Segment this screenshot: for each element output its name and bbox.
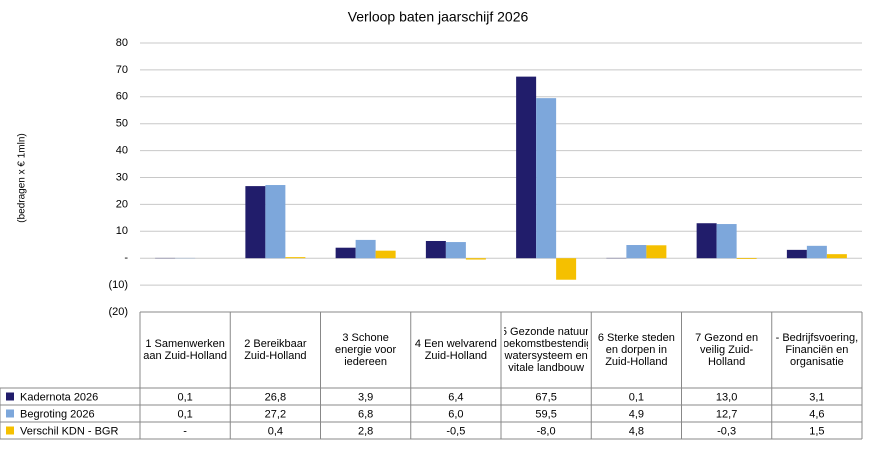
value-label: 1,5: [809, 425, 824, 437]
bar: [285, 257, 305, 258]
chart-title: Verloop baten jaarschijf 2026: [348, 9, 529, 25]
value-label: 4,8: [629, 425, 644, 437]
value-label: 0,1: [629, 391, 644, 403]
y-tick-label: (20): [108, 306, 128, 318]
value-label: -0,3: [717, 425, 736, 437]
category-cell: 7 Gezond en veilig Zuid-Holland: [685, 312, 769, 388]
category-cell: 3 Schone energie voor iedereen: [324, 312, 408, 388]
bar: [697, 223, 717, 258]
y-tick-label: (10): [108, 279, 128, 291]
x-tick-label: 1 Samenwerken aan Zuid-Holland: [143, 312, 227, 388]
value-label: 3,1: [809, 391, 824, 403]
bar: [466, 258, 486, 259]
x-tick-label: 7 Gezond en veilig Zuid-Holland: [685, 312, 769, 388]
value-label: 6,8: [358, 408, 373, 420]
bar: [245, 186, 265, 258]
legend-swatch: [6, 393, 14, 401]
y-tick-label: -: [124, 252, 128, 264]
legend-label: Verschil KDN - BGR: [20, 425, 118, 437]
y-tick-label: 50: [116, 118, 128, 130]
bar: [336, 248, 356, 258]
bar: [827, 254, 847, 258]
y-tick-label: 60: [116, 91, 128, 103]
bar: [646, 245, 666, 258]
legend-label: Begroting 2026: [20, 408, 95, 420]
value-label: 4,6: [809, 408, 824, 420]
x-tick-label: 6 Sterke steden en dorpen in Zuid-Hollan…: [594, 312, 678, 388]
x-tick-label: 3 Schone energie voor iedereen: [324, 312, 408, 388]
bar: [626, 245, 646, 258]
x-tick-label: - Bedrijfsvoering, Financiën en organisa…: [775, 312, 859, 388]
value-label: 13,0: [716, 391, 737, 403]
bar: [717, 224, 737, 258]
value-label: 26,8: [265, 391, 286, 403]
value-label: 59,5: [535, 408, 556, 420]
x-tick-label: 5 Gezonde natuur, toekomstbestendig wate…: [504, 312, 588, 388]
category-cell: 4 Een welvarend Zuid-Holland: [414, 312, 498, 388]
value-label: 2,8: [358, 425, 373, 437]
value-label: -0,5: [446, 425, 465, 437]
value-label: 0,1: [177, 408, 192, 420]
y-axis-label: (bedragen x € 1mln): [17, 133, 28, 223]
value-label: 0,4: [268, 425, 283, 437]
legend-swatch: [6, 410, 14, 418]
value-label: 3,9: [358, 391, 373, 403]
bar: [376, 251, 396, 259]
bar: [426, 241, 446, 258]
y-tick-label: 20: [116, 198, 128, 210]
bar: [787, 250, 807, 258]
value-label: -8,0: [537, 425, 556, 437]
value-label: 6,4: [448, 391, 463, 403]
y-tick-label: 80: [116, 37, 128, 49]
category-cell: 5 Gezonde natuur, toekomstbestendig wate…: [504, 312, 588, 388]
category-cell: 6 Sterke steden en dorpen in Zuid-Hollan…: [594, 312, 678, 388]
x-tick-label: 4 Een welvarend Zuid-Holland: [414, 312, 498, 388]
y-tick-label: 30: [116, 171, 128, 183]
value-label: 12,7: [716, 408, 737, 420]
value-label: 4,9: [629, 408, 644, 420]
bar: [516, 77, 536, 259]
y-tick-label: 10: [116, 225, 128, 237]
bar: [737, 258, 757, 259]
value-label: 27,2: [265, 408, 286, 420]
value-label: -: [183, 425, 187, 437]
bar: [265, 185, 285, 258]
legend-label: Kadernota 2026: [20, 391, 98, 403]
value-label: 0,1: [177, 391, 192, 403]
bar: [556, 258, 576, 280]
value-label: 67,5: [535, 391, 556, 403]
bar: [807, 246, 827, 258]
value-label: 6,0: [448, 408, 463, 420]
x-tick-label: 2 Bereikbaar Zuid-Holland: [233, 312, 317, 388]
category-cell: - Bedrijfsvoering, Financiën en organisa…: [775, 312, 859, 388]
category-cell: 2 Bereikbaar Zuid-Holland: [233, 312, 317, 388]
bar: [356, 240, 376, 258]
category-cell: 1 Samenwerken aan Zuid-Holland: [143, 312, 227, 388]
y-tick-label: 70: [116, 64, 128, 76]
legend-swatch: [6, 427, 14, 435]
bar: [446, 242, 466, 258]
bar: [536, 98, 556, 258]
y-tick-label: 40: [116, 145, 128, 157]
